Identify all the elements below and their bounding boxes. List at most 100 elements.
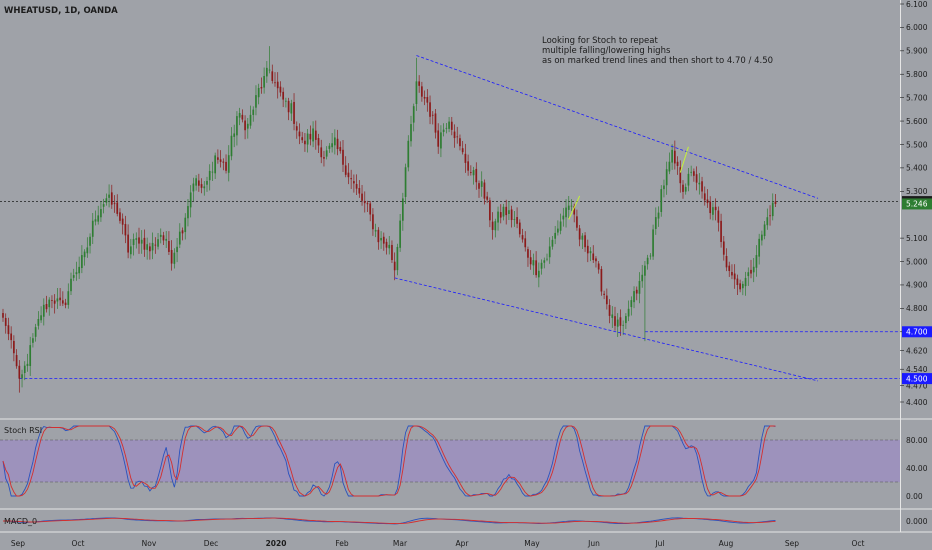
candle-body[interactable] [570,205,573,207]
candle-body[interactable] [124,223,127,236]
candle-body[interactable] [491,221,494,230]
candle-body[interactable] [208,170,211,181]
candle-body[interactable] [595,258,597,262]
candle-body[interactable] [233,133,236,137]
candle-body[interactable] [698,182,701,185]
candle-body[interactable] [81,255,83,269]
candle-body[interactable] [342,149,344,165]
candle-body[interactable] [630,300,633,308]
candle-body[interactable] [671,149,673,163]
candle-body[interactable] [86,247,89,254]
candle-body[interactable] [771,202,774,217]
candle-body[interactable] [483,182,486,199]
candle-body[interactable] [752,266,755,273]
candle-body[interactable] [722,241,725,255]
candle-body[interactable] [135,238,138,240]
candle-body[interactable] [475,168,478,183]
candle-body[interactable] [706,199,709,204]
candle-body[interactable] [2,313,4,318]
candle-body[interactable] [497,211,499,223]
candle-body[interactable] [445,127,448,129]
candle-body[interactable] [72,275,75,278]
candle-body[interactable] [527,249,529,258]
candle-body[interactable] [260,87,263,89]
candle-body[interactable] [600,269,603,292]
candle-body[interactable] [616,319,619,327]
trendline[interactable] [416,55,819,199]
candle-body[interactable] [339,147,342,152]
candle-body[interactable] [391,244,393,261]
candle-body[interactable] [456,136,459,138]
candle-body[interactable] [127,234,129,253]
candle-body[interactable] [265,67,268,77]
candle-body[interactable] [396,246,399,271]
candle-body[interactable] [535,260,537,276]
candle-body[interactable] [774,201,777,204]
candle-body[interactable] [32,338,34,343]
candle-body[interactable] [690,171,693,173]
candle-body[interactable] [663,185,665,190]
candle-body[interactable] [236,116,238,136]
candle-body[interactable] [505,206,508,216]
candle-body[interactable] [29,345,32,367]
candle-body[interactable] [489,200,491,221]
candle-body[interactable] [513,219,516,220]
candle-body[interactable] [295,126,298,131]
candle-body[interactable] [731,271,733,276]
candle-body[interactable] [448,121,450,129]
candle-body[interactable] [453,131,456,139]
candle-body[interactable] [761,234,763,241]
candle-body[interactable] [230,135,233,157]
candle-body[interactable] [105,198,108,203]
candle-body[interactable] [625,316,627,324]
candle-body[interactable] [75,272,78,275]
candle-body[interactable] [728,265,731,271]
candle-body[interactable] [146,244,149,250]
candle-body[interactable] [654,217,657,229]
candle-body[interactable] [70,278,72,292]
candle-body[interactable] [532,260,535,266]
candle-body[interactable] [21,374,23,379]
candle-body[interactable] [426,97,429,103]
candle-body[interactable] [67,291,70,305]
candle-body[interactable] [165,238,168,241]
candle-body[interactable] [119,212,121,221]
candle-body[interactable] [676,161,679,166]
candle-body[interactable] [203,186,206,189]
candles[interactable] [2,46,777,393]
candle-body[interactable] [178,231,181,245]
candle-body[interactable] [537,270,540,278]
candle-body[interactable] [741,283,744,289]
candle-body[interactable] [578,228,581,240]
candle-body[interactable] [187,206,189,219]
candle-body[interactable] [597,263,600,270]
candle-body[interactable] [363,201,366,204]
candle-body[interactable] [51,300,53,301]
candle-body[interactable] [603,293,605,295]
candle-body[interactable] [576,216,578,228]
candle-body[interactable] [94,219,97,222]
candle-body[interactable] [143,237,146,250]
candle-body[interactable] [614,316,616,326]
candle-body[interactable] [271,71,274,81]
candle-body[interactable] [567,205,570,210]
candle-body[interactable] [679,167,682,184]
candle-body[interactable] [189,192,192,208]
candle-body[interactable] [314,130,317,140]
candle-body[interactable] [622,324,625,326]
candle-body[interactable] [246,123,249,129]
candle-body[interactable] [257,88,260,98]
candle-body[interactable] [377,229,380,243]
candle-body[interactable] [23,365,26,374]
candle-body[interactable] [252,109,255,115]
candle-body[interactable] [61,300,64,304]
candle-body[interactable] [168,240,170,252]
candle-body[interactable] [293,101,295,124]
candle-body[interactable] [758,238,761,257]
candle-body[interactable] [317,138,320,146]
candle-body[interactable] [687,173,690,186]
candle-body[interactable] [241,114,244,120]
candle-body[interactable] [725,255,728,268]
candle-body[interactable] [429,102,431,117]
candle-body[interactable] [7,325,10,335]
